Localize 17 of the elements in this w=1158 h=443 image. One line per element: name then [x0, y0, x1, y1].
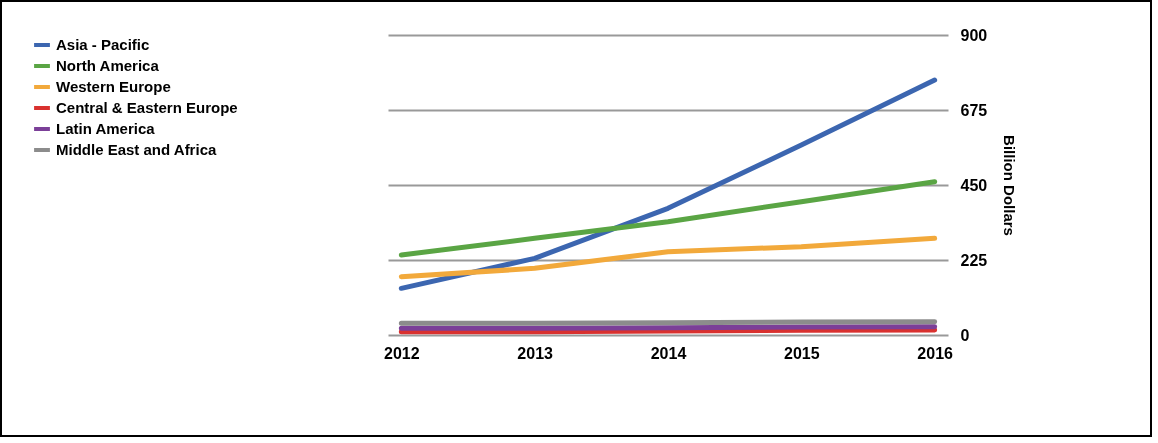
legend-label: Middle East and Africa: [56, 141, 217, 158]
y-tick-label: 900: [960, 26, 988, 44]
legend-label: Central & Eastern Europe: [56, 99, 238, 116]
legend-label: Asia - Pacific: [56, 36, 150, 53]
legend-label: North America: [56, 57, 160, 74]
y-axis-title: Billion Dollars: [1001, 135, 1019, 236]
x-tick-label: 2015: [784, 344, 820, 362]
x-tick-label: 2013: [517, 344, 554, 362]
x-tick-label: 2012: [384, 344, 420, 362]
y-tick-label: 0: [960, 326, 970, 344]
x-tick-label: 2014: [650, 344, 687, 362]
y-tick-label: 675: [960, 101, 988, 119]
y-tick-label: 225: [960, 251, 988, 269]
legend-label: Latin America: [56, 120, 156, 137]
x-tick-label: 2016: [917, 344, 954, 362]
legend-label: Western Europe: [56, 78, 171, 95]
y-tick-label: 450: [960, 176, 988, 194]
